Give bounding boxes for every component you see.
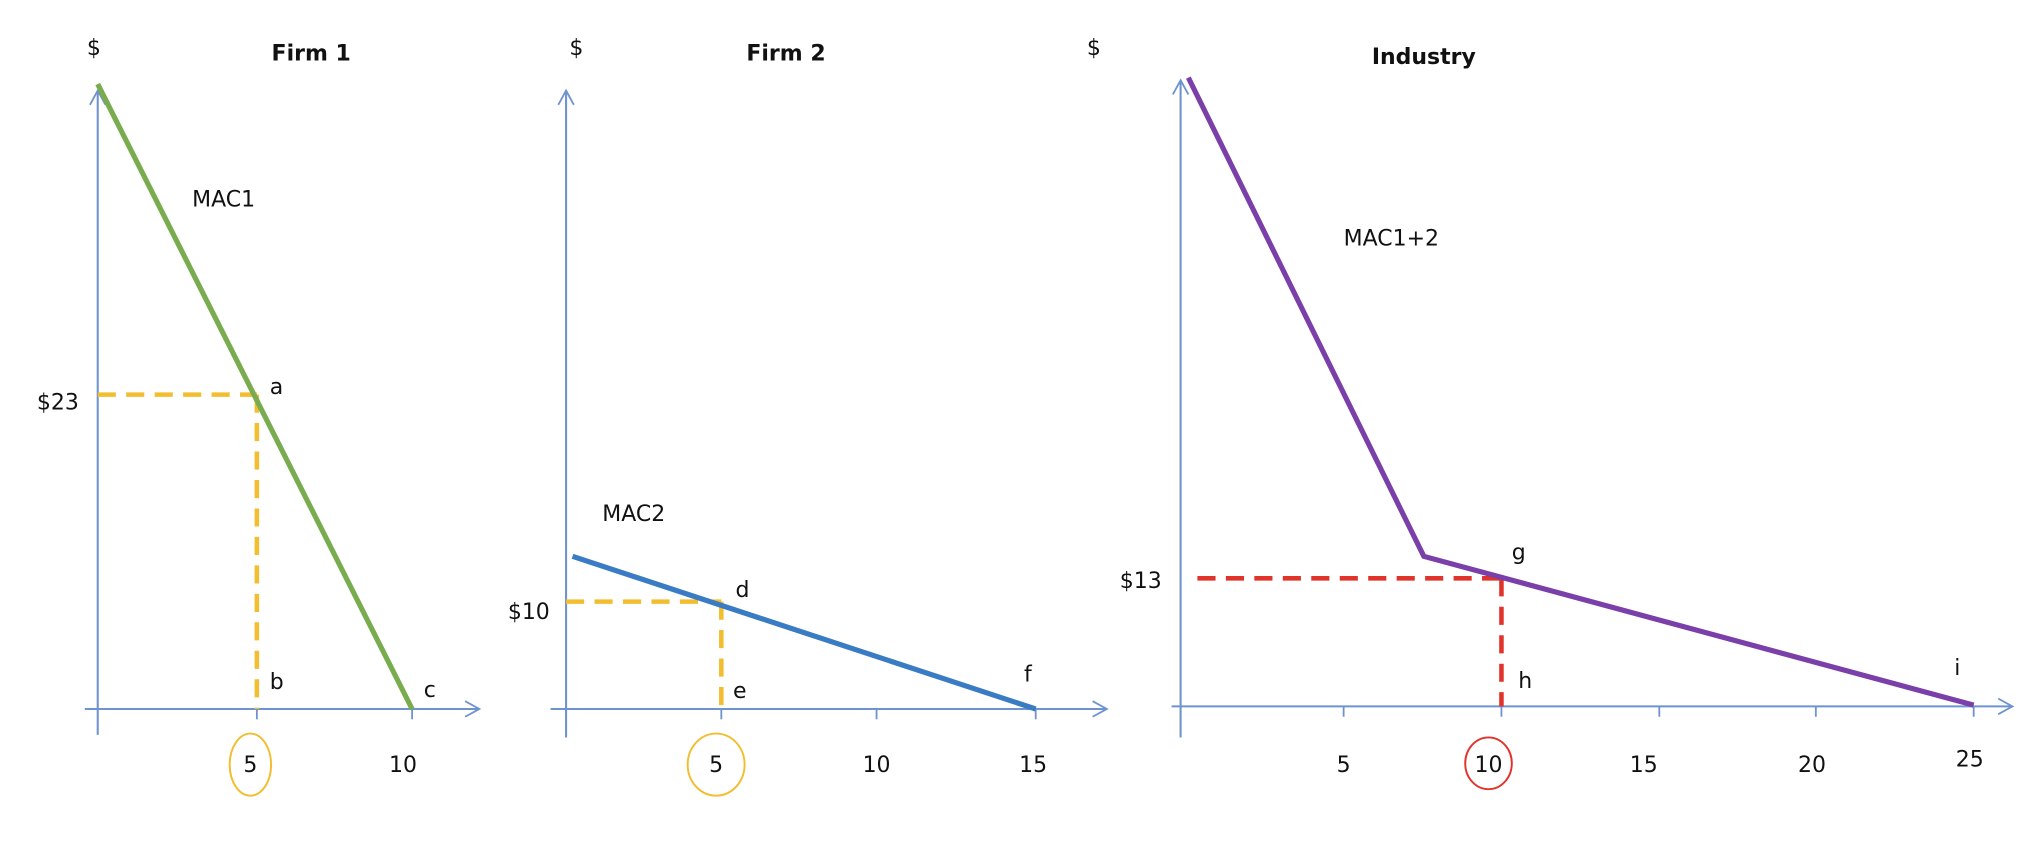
x-tick-label: 10	[389, 753, 417, 778]
x-tick-label: 20	[1798, 753, 1826, 778]
highlight-circle	[228, 732, 273, 797]
y-label: $	[87, 36, 101, 61]
point-label: a	[270, 375, 283, 400]
x-tick-label: 10	[1475, 753, 1503, 778]
curve-label: MAC1	[192, 188, 255, 213]
x-tick-label: 5	[1337, 753, 1351, 778]
point-label: b	[270, 670, 284, 695]
panel-firm1: $ Firm 1 MAC1 $23 a b c 5 10	[37, 36, 482, 797]
point-label: g	[1512, 541, 1526, 566]
point-label: h	[1518, 669, 1532, 694]
mac-curve	[95, 82, 415, 711]
curve-label: MAC1+2	[1344, 226, 1439, 251]
point-label: d	[736, 578, 750, 603]
curve-label: MAC2	[602, 502, 665, 527]
highlight-circle	[686, 732, 746, 797]
x-tick-label: 15	[1630, 753, 1658, 778]
point-label: c	[424, 678, 436, 703]
mac-curve	[571, 553, 1037, 712]
mac-curve	[1186, 76, 1975, 708]
price-label: $23	[37, 391, 79, 416]
panel-title: Firm 2	[746, 41, 825, 66]
point-label: i	[1954, 656, 1960, 681]
x-tick-label: 5	[243, 753, 257, 778]
x-tick-label: 10	[863, 753, 891, 778]
point-label: f	[1024, 662, 1033, 687]
panel-title: Firm 1	[272, 41, 351, 66]
price-label: $10	[508, 600, 550, 625]
panel-firm2: $ Firm 2 MAC2 $10 d e f 5 10 15	[508, 36, 1109, 797]
x-tick-label: 5	[709, 753, 723, 778]
y-label: $	[1087, 36, 1101, 61]
x-tick-label: 25	[1956, 748, 1984, 773]
panel-industry: $ Industry MAC1+2 $13 g h i 5 10 15 20 2…	[1087, 36, 2015, 791]
panel-title: Industry	[1372, 45, 1476, 70]
highlight-circle	[1464, 736, 1513, 791]
point-label: e	[733, 679, 747, 704]
price-label: $13	[1120, 569, 1162, 594]
x-tick-label: 15	[1019, 753, 1047, 778]
y-label: $	[569, 36, 583, 61]
